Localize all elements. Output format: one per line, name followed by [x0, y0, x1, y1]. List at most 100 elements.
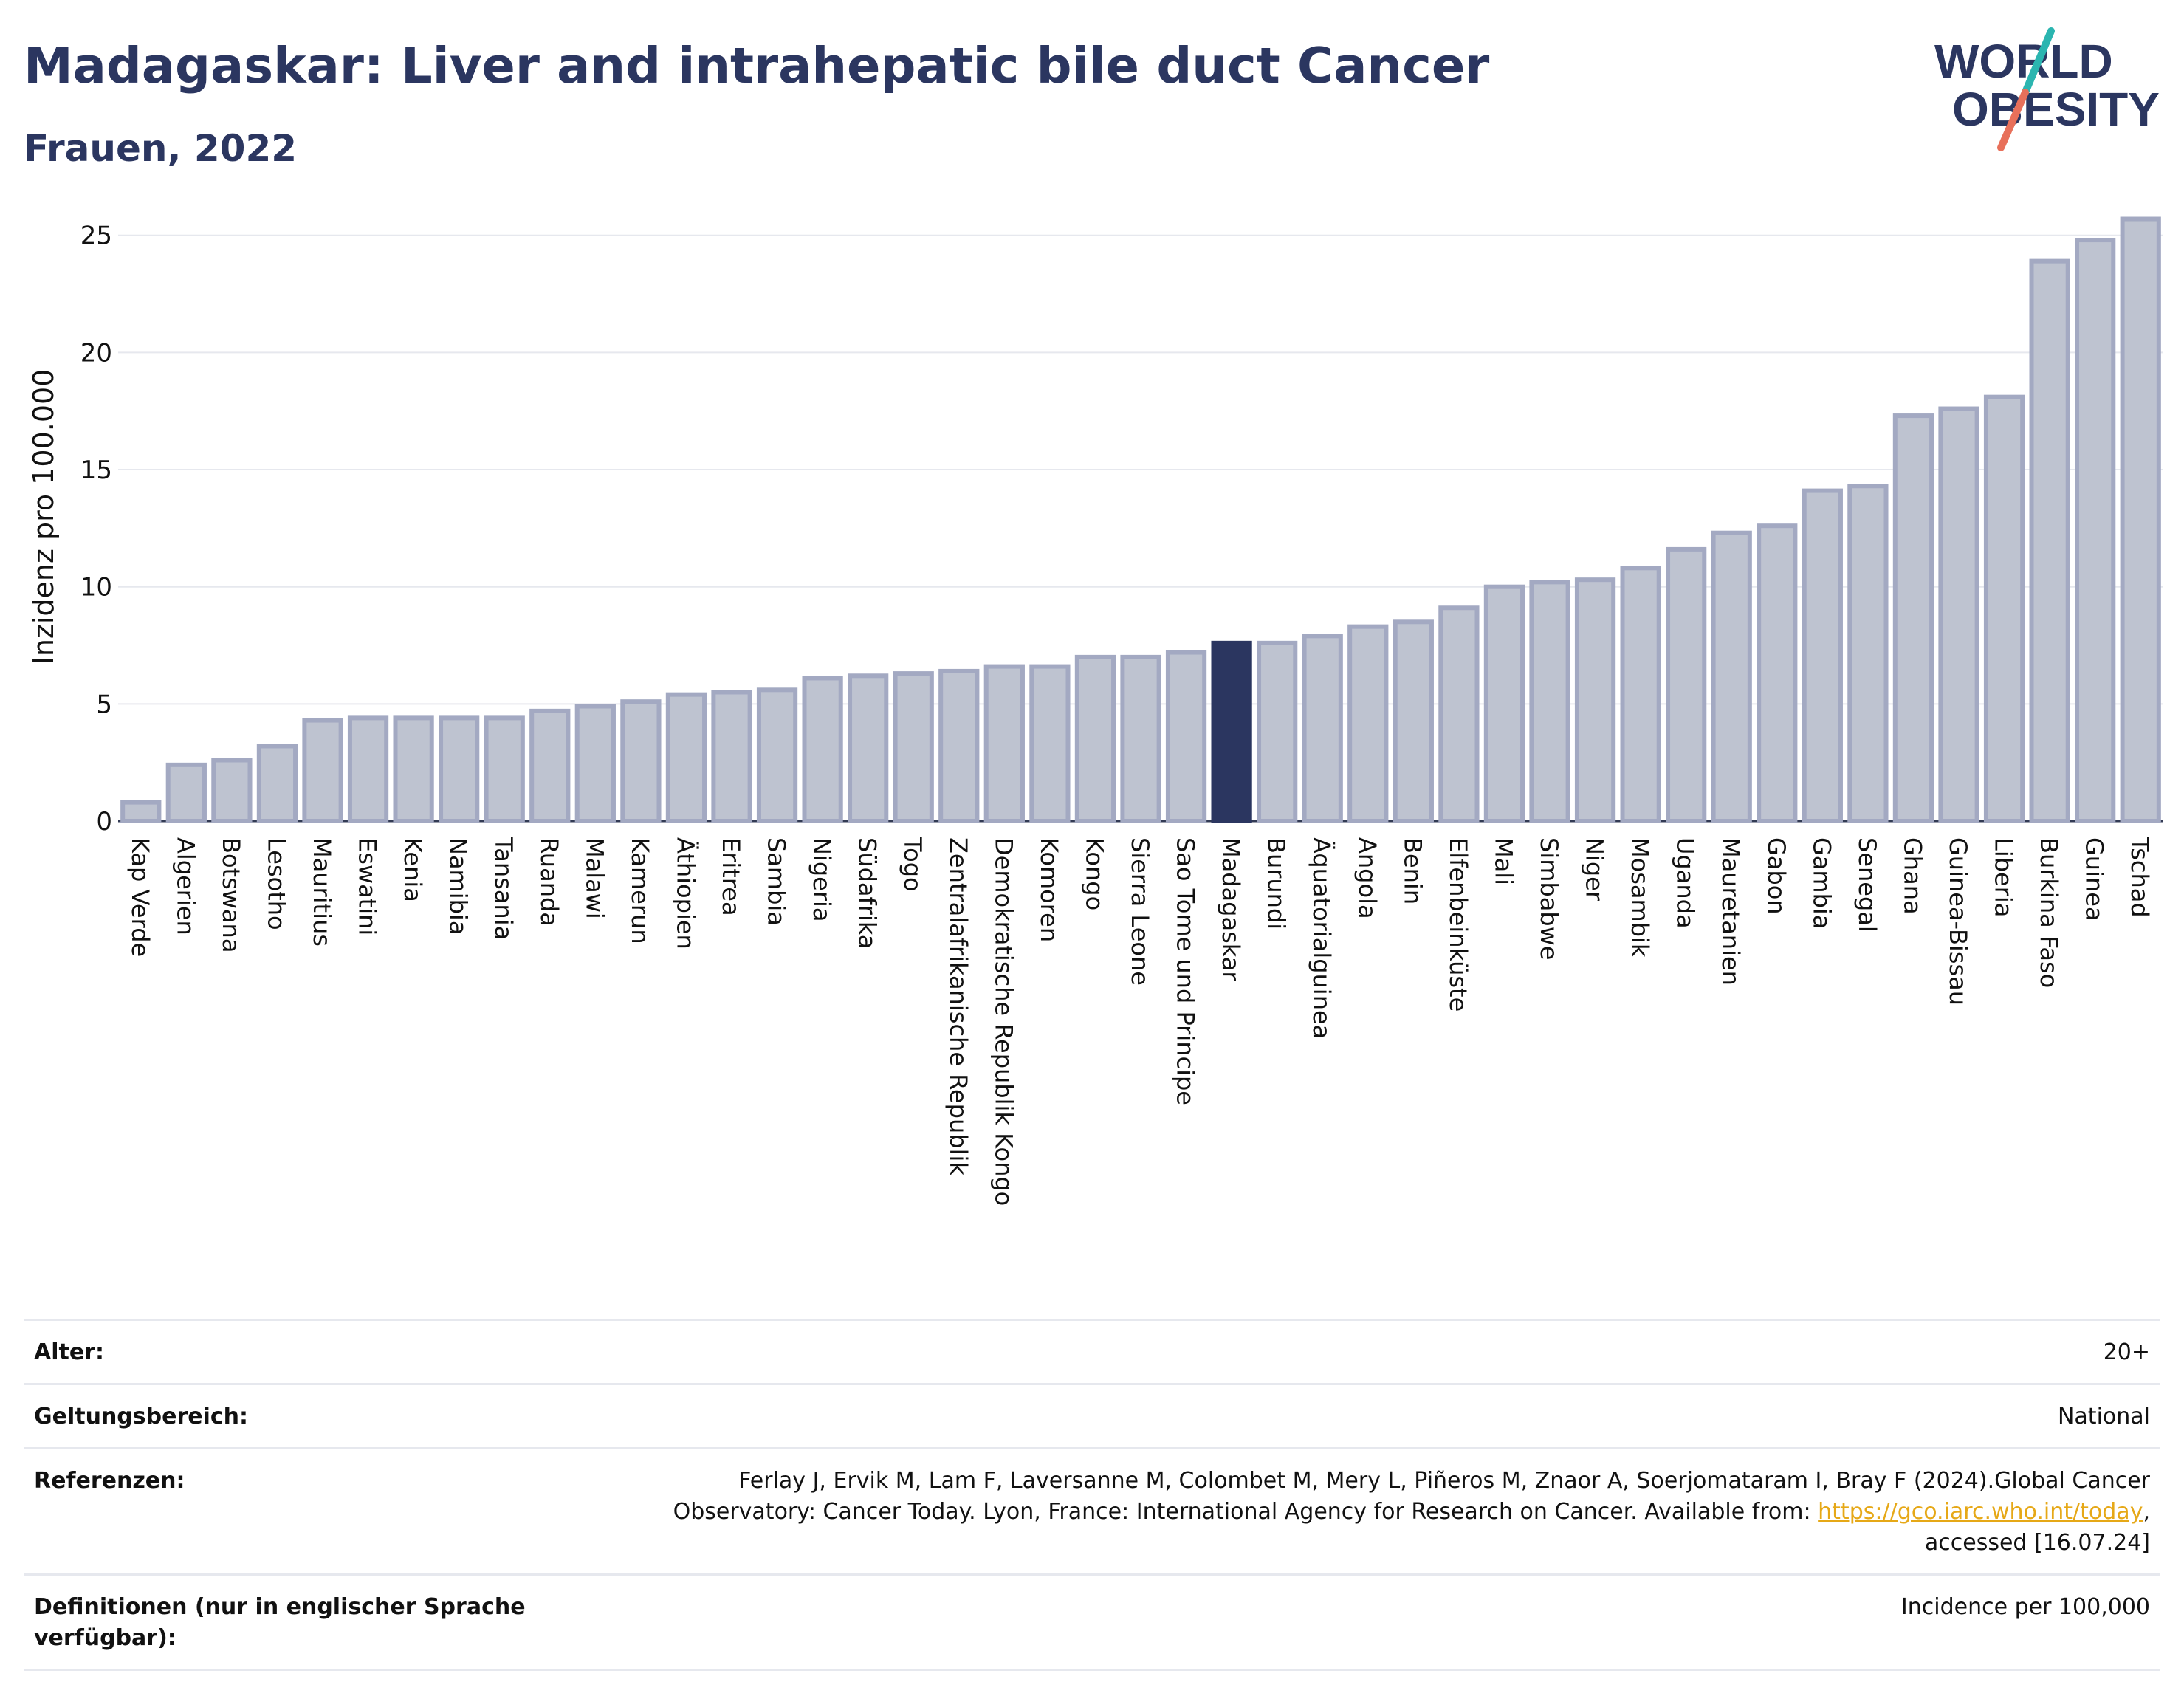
bar: [2075, 238, 2116, 824]
bar: [711, 690, 752, 823]
info-row-scope: Geltungsbereich: National: [24, 1383, 2160, 1447]
bar: [1529, 580, 1570, 823]
logo-slash-bottom: [1997, 89, 2029, 151]
world-obesity-logo: WORLD OBESITY: [1934, 27, 2160, 151]
bar: [120, 800, 162, 823]
x-tick-label: Südafrika: [854, 837, 882, 949]
bar: [347, 715, 389, 824]
x-tick-label: Elfenbeinküste: [1444, 837, 1472, 1012]
x-tick-label: Sambia: [763, 837, 791, 926]
bar: [2029, 258, 2070, 823]
chart-subtitle: Frauen, 2022: [24, 127, 298, 170]
x-tick-label: Guinea: [2081, 837, 2109, 921]
x-tick-label: Sao Tome und Principe: [1172, 837, 1200, 1105]
scope-label: Geltungsbereich:: [34, 1404, 249, 1429]
y-tick-labels: 0 5 10 15 20 25: [80, 222, 112, 837]
x-tick-label: Benin: [1398, 837, 1426, 904]
y-tick-label: 10: [80, 573, 112, 602]
bars: [120, 216, 2161, 824]
x-tick-label: Mauritius: [308, 837, 336, 947]
bar-highlight: [1211, 640, 1252, 823]
bar: [256, 744, 298, 824]
bar: [802, 676, 843, 824]
bar: [1074, 654, 1116, 824]
x-tick-label: Togo: [899, 837, 927, 892]
x-tick-label: Burkina Faso: [2035, 837, 2063, 988]
references-link[interactable]: https://gco.iarc.who.int/today: [1818, 1499, 2143, 1525]
bar: [1393, 619, 1434, 823]
x-tick-labels: Kap Verde Algerien Botswana Lesotho Mauritiu…: [126, 837, 2154, 1206]
x-tick-label: Mali: [1489, 837, 1517, 885]
x-tick-label: Tschad: [2126, 837, 2154, 918]
info-row-references: Referenzen: Ferlay J, Ervik M, Lam F, La…: [24, 1447, 2160, 1573]
bar: [1165, 650, 1207, 823]
x-tick-label: Sierra Leone: [1126, 837, 1154, 986]
bar: [620, 699, 662, 824]
x-tick-label: Lesotho: [262, 837, 290, 930]
y-axis-label: Inzidenz pro 100.000: [27, 369, 60, 665]
x-tick-label: Kenia: [399, 837, 427, 902]
bar: [1802, 488, 1843, 823]
bar: [1483, 584, 1525, 823]
bar: [848, 673, 889, 823]
bar: [1620, 566, 1661, 823]
bar: [574, 704, 616, 823]
x-tick-label: Uganda: [1672, 837, 1700, 929]
scope-value: National: [2057, 1404, 2150, 1429]
x-tick-label: Zentralafrikanische Republik: [944, 837, 972, 1175]
x-tick-label: Madagaskar: [1217, 837, 1245, 981]
x-tick-label: Eswatini: [354, 837, 382, 935]
bar: [302, 718, 343, 823]
x-tick-label: Gambia: [1807, 837, 1836, 929]
x-tick-label: Niger: [1581, 837, 1609, 902]
x-tick-label: Guinea-Bissau: [1944, 837, 1972, 1006]
x-tick-label: Nigeria: [808, 837, 836, 921]
bar: [393, 715, 434, 824]
bar: [1711, 530, 1752, 823]
bar: [439, 715, 480, 824]
x-tick-label: Simbabwe: [1535, 837, 1563, 960]
chart-title: Madagaskar: Liver and intrahepatic bile …: [24, 37, 1490, 95]
x-tick-label: Ruanda: [535, 837, 563, 927]
y-tick-label: 25: [80, 222, 112, 251]
y-tick-label: 5: [96, 690, 112, 719]
bar: [1574, 577, 1616, 824]
y-tick-label: 20: [80, 338, 112, 368]
x-tick-label: Mosambik: [1626, 837, 1654, 958]
bar: [1347, 624, 1389, 824]
x-tick-label: Mauretanien: [1717, 837, 1745, 986]
x-tick-label: Burundi: [1263, 837, 1291, 930]
references-label: Referenzen:: [34, 1468, 185, 1494]
bar: [983, 664, 1025, 823]
x-tick-label: Liberia: [1990, 837, 2018, 917]
bar: [893, 671, 934, 823]
bar: [1666, 546, 1707, 824]
x-tick-label: Eritrea: [717, 837, 745, 916]
x-tick-label: Kap Verde: [126, 837, 154, 957]
info-row-age: Alter: 20+: [24, 1319, 2160, 1383]
references-text: Ferlay J, Ervik M, Lam F, Laversanne M, …: [673, 1468, 2150, 1525]
x-tick-label: Komoren: [1035, 837, 1063, 942]
bar: [1892, 413, 1934, 823]
bar: [1847, 484, 1889, 823]
bar: [938, 668, 980, 824]
x-tick-label: Kongo: [1080, 837, 1108, 910]
bar: [1757, 523, 1798, 823]
bar: [1983, 394, 2025, 823]
x-tick-label: Angola: [1353, 837, 1381, 919]
bar: [756, 687, 798, 823]
x-tick-label: Demokratische Republik Kongo: [989, 837, 1017, 1206]
x-tick-label: Botswana: [217, 837, 245, 952]
bar: [665, 692, 707, 824]
bar: [1938, 406, 1979, 823]
logo-line2: OBESITY: [1952, 83, 2160, 136]
x-tick-label: Senegal: [1853, 837, 1881, 933]
bar: [2120, 216, 2161, 823]
logo-line1: WORLD: [1934, 35, 2113, 88]
bar: [211, 758, 253, 823]
x-tick-label: Äthiopien: [671, 837, 699, 950]
logo-slash-top: [2022, 27, 2055, 96]
x-tick-label: Äquatorialguinea: [1308, 837, 1336, 1039]
references-value: Ferlay J, Ervik M, Lam F, Laversanne M, …: [600, 1466, 2150, 1559]
x-tick-label: Malawi: [580, 837, 608, 919]
